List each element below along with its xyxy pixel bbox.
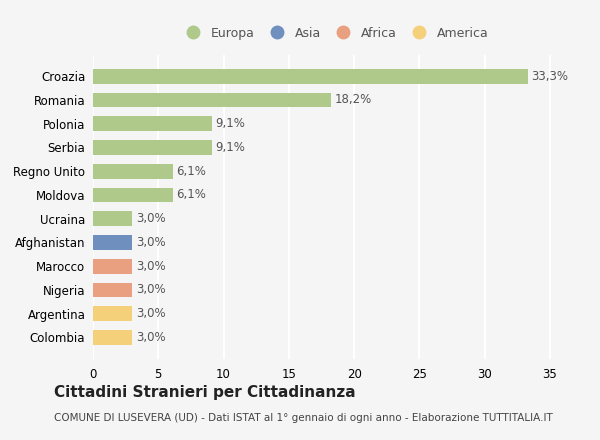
Bar — [93, 164, 173, 179]
Text: 9,1%: 9,1% — [216, 117, 245, 130]
Bar — [93, 140, 212, 155]
Text: 3,0%: 3,0% — [136, 283, 166, 297]
Text: 3,0%: 3,0% — [136, 212, 166, 225]
Text: COMUNE DI LUSEVERA (UD) - Dati ISTAT al 1° gennaio di ogni anno - Elaborazione T: COMUNE DI LUSEVERA (UD) - Dati ISTAT al … — [54, 413, 553, 423]
Text: 6,1%: 6,1% — [176, 165, 206, 178]
Text: 3,0%: 3,0% — [136, 236, 166, 249]
Bar — [93, 259, 132, 274]
Bar — [93, 69, 528, 84]
Legend: Europa, Asia, Africa, America: Europa, Asia, Africa, America — [176, 22, 493, 45]
Bar — [93, 235, 132, 250]
Bar — [93, 187, 173, 202]
Text: 3,0%: 3,0% — [136, 307, 166, 320]
Text: 33,3%: 33,3% — [532, 70, 569, 83]
Bar — [93, 330, 132, 345]
Text: 6,1%: 6,1% — [176, 188, 206, 202]
Text: 9,1%: 9,1% — [216, 141, 245, 154]
Text: 18,2%: 18,2% — [335, 93, 372, 106]
Bar — [93, 92, 331, 107]
Bar — [93, 116, 212, 131]
Bar — [93, 282, 132, 297]
Bar — [93, 306, 132, 321]
Text: 3,0%: 3,0% — [136, 331, 166, 344]
Text: 3,0%: 3,0% — [136, 260, 166, 273]
Bar — [93, 211, 132, 226]
Text: Cittadini Stranieri per Cittadinanza: Cittadini Stranieri per Cittadinanza — [54, 385, 356, 400]
